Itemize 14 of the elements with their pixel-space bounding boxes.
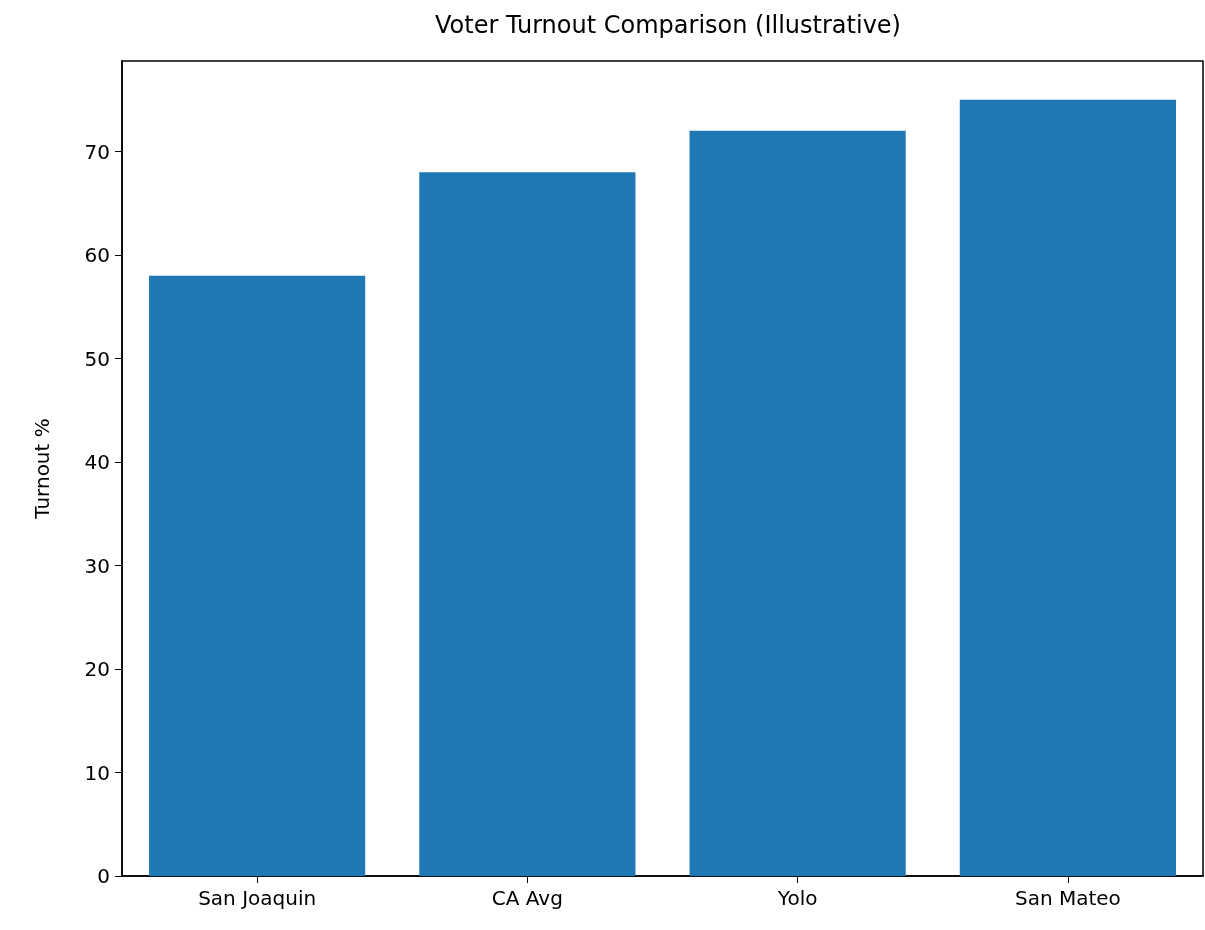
y-tick-label: 60 (84, 243, 110, 268)
y-tick-label: 10 (84, 760, 110, 785)
y-tick-label: 40 (84, 450, 110, 475)
x-tick-label: Yolo (776, 886, 818, 910)
x-tick-label: San Joaquin (198, 886, 317, 910)
y-tick-label: 30 (84, 553, 110, 578)
x-tick-label: San Mateo (1014, 886, 1121, 910)
y-tick-label: 70 (84, 139, 110, 164)
chart-title: Voter Turnout Comparison (Illustrative) (435, 11, 901, 39)
y-tick-label: 0 (97, 864, 110, 888)
x-tick-label: CA Avg (491, 886, 563, 910)
y-axis-title: Turnout % (30, 418, 54, 520)
y-tick-label: 50 (84, 346, 110, 371)
y-tick-label: 20 (84, 657, 110, 682)
